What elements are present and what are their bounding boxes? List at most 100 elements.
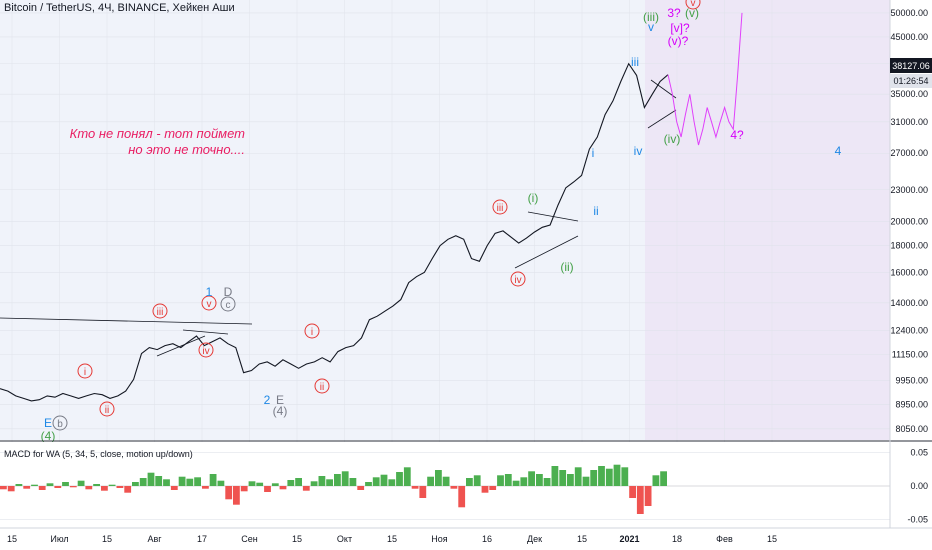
time-tick-label: 15 [387, 534, 397, 544]
macd-histogram-bar [139, 478, 147, 486]
price-tick-label: 11150.00 [892, 350, 928, 360]
macd-tick-label: -0.05 [907, 514, 928, 524]
wave-label: (4) [41, 429, 56, 443]
price-tick-label: 50000.00 [890, 8, 928, 18]
macd-histogram-bar [396, 472, 403, 486]
macd-histogram-bar [497, 475, 504, 486]
price-tick-label: 14000.00 [890, 298, 928, 308]
wave-label: 1 [206, 285, 213, 299]
wave-label-circle [152, 303, 168, 319]
macd-histogram-bar [435, 470, 442, 486]
wave-label: (i) [528, 191, 539, 205]
macd-histogram-bar [46, 483, 54, 486]
time-tick-label: 15 [7, 534, 17, 544]
price-tick-label: 45000.00 [890, 32, 928, 42]
macd-histogram-bar [318, 476, 326, 486]
time-tick-label: Авг [147, 534, 162, 544]
annotation-line-2: но это не точно.... [128, 142, 245, 157]
macd-axis[interactable]: 0.05 0.00 -0.05 [907, 448, 928, 525]
wave-label: c [226, 300, 231, 311]
time-tick-label: 15 [577, 534, 587, 544]
price-tick-label: 27000.00 [890, 148, 928, 158]
wave-label: i [84, 367, 86, 378]
macd-histogram-bar [605, 468, 613, 486]
macd-histogram-bar [108, 484, 116, 486]
time-tick-label: Фев [716, 534, 733, 544]
macd-histogram-bar [411, 486, 419, 489]
macd-indicator-label[interactable]: MACD for WA (5, 34, 5, close, motion up/… [4, 449, 193, 459]
macd-histogram-bar [629, 486, 636, 498]
price-series-line [0, 62, 669, 402]
macd-histogram-bar [489, 486, 497, 490]
macd-histogram-bar [69, 486, 77, 488]
time-tick-label: 2021 [619, 534, 639, 544]
projection-line [667, 12, 743, 146]
macd-tick-label: 0.05 [910, 448, 928, 458]
macd-histogram-bar [295, 478, 302, 486]
macd-histogram-bar [302, 486, 310, 491]
wave-label: v [691, 0, 696, 9]
macd-histogram-bar [62, 482, 69, 486]
price-tick-label: 9950.00 [895, 376, 928, 386]
wave-label: iv [634, 144, 643, 158]
wave-label: v [648, 20, 654, 34]
macd-tick-label: 0.00 [910, 481, 928, 491]
wave-label: E [44, 416, 52, 430]
price-tick-label: 35000.00 [890, 89, 928, 99]
wave-label-circle [220, 296, 236, 312]
macd-histogram-bar [551, 466, 559, 486]
macd-histogram-bar [163, 479, 170, 486]
macd-histogram-bar [388, 479, 396, 486]
macd-histogram-bar [233, 486, 240, 505]
macd-histogram-bar [116, 486, 124, 488]
macd-histogram-bar [0, 486, 7, 490]
macd-histogram-bar [598, 466, 605, 486]
trendline-drawing [514, 235, 579, 269]
macd-histogram-bar [504, 474, 512, 486]
wave-label: iii [157, 307, 164, 318]
wave-label-circle [52, 415, 68, 431]
macd-histogram-bar [582, 476, 590, 486]
macd-histogram-bar [209, 474, 217, 486]
price-tick-label: 20000.00 [890, 217, 928, 227]
macd-histogram-bar [178, 476, 186, 486]
macd-histogram-bar [31, 484, 38, 486]
macd-histogram-bar [403, 467, 411, 486]
trendline-drawing [182, 329, 229, 335]
macd-histogram-bar [310, 481, 318, 486]
wave-label: b [57, 419, 63, 430]
forecast-zone [645, 0, 890, 440]
wave-label: (ii) [560, 260, 573, 274]
trendline-drawing [156, 335, 206, 357]
macd-histogram-bar [450, 486, 458, 489]
wave-label-circle [510, 271, 526, 287]
macd-histogram-bar [264, 486, 271, 492]
wave-label: iii [631, 55, 639, 69]
wave-label-circle [198, 342, 214, 358]
time-axis[interactable]: 15 Июл 15 Авг 17 Сен 15 Окт 15 Ноя 16 Дек 15 2021 18 Фе… [7, 534, 777, 544]
chart-title: Bitcoin / TetherUS, 4Ч, BINANCE, Хейкен … [4, 2, 235, 14]
macd-histogram-bar [15, 484, 23, 486]
macd-histogram-bar [380, 474, 388, 486]
macd-histogram-bar [536, 474, 543, 486]
macd-histogram-bar [357, 486, 365, 490]
macd-histogram-bar [528, 471, 535, 486]
macd-histogram-bar [466, 478, 473, 486]
price-tick-label: 18000.00 [890, 241, 928, 251]
wave-label: 4? [730, 128, 744, 142]
macd-histogram-bar [660, 471, 667, 486]
wave-label: (v) [685, 6, 699, 20]
price-tick-label: 31000.00 [890, 117, 928, 127]
wave-label: ii [593, 204, 598, 218]
macd-histogram-bar [349, 478, 357, 486]
price-tick-label: 8950.00 [895, 400, 928, 410]
macd-histogram-bar [271, 483, 279, 486]
wave-label: [v]? [670, 21, 690, 35]
macd-histogram-bar [240, 486, 248, 492]
current-price-value: 38127.06 [892, 61, 930, 71]
macd-histogram-bar [170, 486, 178, 490]
macd-histogram-bar [287, 480, 295, 486]
macd-histogram-bar [365, 482, 372, 486]
